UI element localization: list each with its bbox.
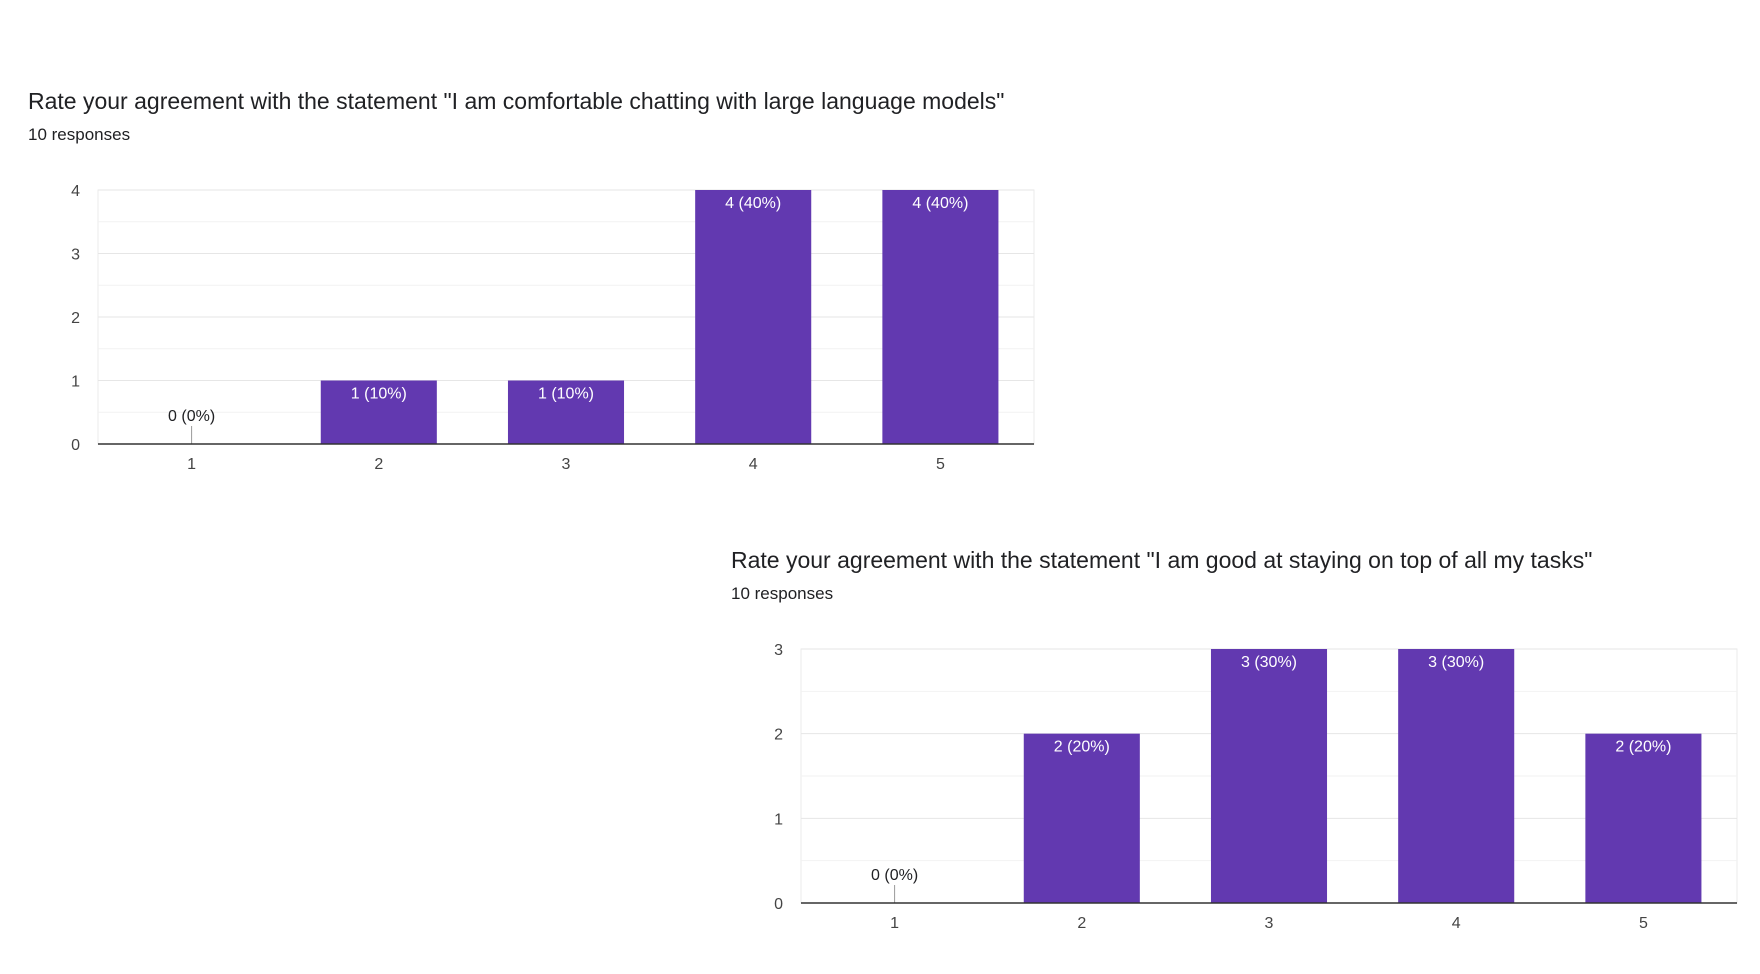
x-tick-label: 4 [749,456,758,473]
data-label: 3 (30%) [1241,654,1297,671]
chart-title: Rate your agreement with the statement "… [731,547,1593,573]
bar-5 [882,190,999,444]
chart-title: Rate your agreement with the statement "… [28,88,1005,114]
y-tick-label: 4 [71,183,80,200]
data-label: 1 (10%) [538,386,594,403]
bar-chart: 0 1 2 3 4 0 (0%) 1 1 (10%) 2 1 (10%) 3 4 (40%) 4 4 (4… [71,183,1035,473]
bar-2 [1023,733,1140,903]
bar-3 [507,380,625,444]
response-count: 10 responses [28,125,131,144]
x-tick-label: 3 [562,456,571,473]
data-label: 2 (20%) [1054,739,1110,756]
x-tick-label: 5 [1639,915,1648,932]
data-label: 0 (0%) [871,867,918,884]
x-tick-label: 2 [1077,915,1086,932]
data-label: 3 (30%) [1428,654,1484,671]
x-tick-label: 1 [890,915,899,932]
y-tick-label: 0 [774,896,783,913]
bar-chart: 0 1 2 3 0 (0%) 1 2 (20%) 2 3 (30%) 3 3 (30%) 4 2 (20… [774,642,1738,932]
x-tick-label: 4 [1452,915,1461,932]
y-tick-label: 0 [71,437,80,454]
y-tick-label: 1 [774,811,783,828]
bar-3 [1210,649,1328,903]
bar-4 [695,190,812,444]
x-tick-label: 5 [936,456,945,473]
bar-5 [1585,733,1702,903]
data-label: 4 (40%) [725,195,781,212]
x-tick-label: 2 [374,456,383,473]
bar-4 [1398,649,1515,903]
data-label: 4 (40%) [912,195,968,212]
data-label: 0 (0%) [168,408,215,425]
x-tick-label: 3 [1265,915,1274,932]
y-tick-label: 3 [71,247,80,264]
data-label: 2 (20%) [1615,739,1671,756]
y-tick-label: 2 [774,727,783,744]
bar-2 [320,380,437,444]
data-label: 1 (10%) [351,386,407,403]
chart-card-llm-comfort: Rate your agreement with the statement "… [28,88,1038,483]
y-tick-label: 3 [774,642,783,659]
y-tick-label: 2 [71,310,80,327]
chart-card-task-management: Rate your agreement with the statement "… [731,547,1741,942]
y-tick-label: 1 [71,374,80,391]
response-count: 10 responses [731,584,834,603]
x-tick-label: 1 [187,456,196,473]
